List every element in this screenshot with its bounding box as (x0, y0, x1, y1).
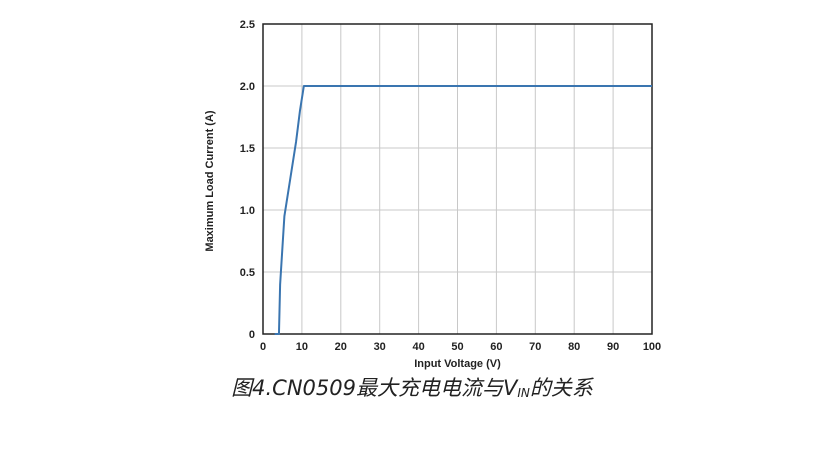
x-tick-label: 20 (335, 341, 347, 353)
x-tick-label: 60 (490, 341, 502, 353)
x-tick-labels: 0 10 20 30 40 50 60 70 80 90 100 (260, 341, 661, 353)
plot-frame (262, 23, 653, 335)
x-tick-label: 70 (529, 341, 541, 353)
y-tick-label: 1.5 (240, 143, 255, 155)
series-line (274, 85, 652, 335)
x-tick-label: 90 (607, 341, 619, 353)
chart: 0 10 20 30 40 50 60 70 80 90 100 00.51.01.52.02.5 … (204, 19, 661, 370)
caption-suffix: 的关系 (529, 376, 593, 400)
grid-lines (263, 24, 652, 334)
series-group (274, 85, 652, 335)
y-tick-label: 1.0 (240, 205, 255, 217)
figure-caption: 图4.CN0509最大充电电流与VIN的关系 (0, 372, 824, 402)
y-tick-label: 0.5 (240, 267, 255, 279)
y-tick-labels: 0 0.5 1.0 1.5 2.0 2.5 (240, 19, 255, 341)
caption-prefix: 图4.CN0509最大充电电流与V (231, 376, 518, 400)
y-axis-label: Maximum Load Current (A) (204, 110, 216, 252)
x-tick-label: 40 (412, 341, 424, 353)
y-tick-label: 0 (249, 329, 255, 341)
x-tick-label: 80 (568, 341, 580, 353)
x-tick-label: 50 (451, 341, 463, 353)
x-tick-label: 100 (643, 341, 661, 353)
caption-subscript: IN (517, 386, 530, 400)
y-tick-label: 2.0 (240, 81, 255, 93)
x-tick-label: 30 (374, 341, 386, 353)
x-axis-label: Input Voltage (V) (414, 358, 501, 370)
y-tick-label: 2.5 (240, 19, 255, 31)
x-tick-label: 0 (260, 341, 266, 353)
x-tick-label: 10 (296, 341, 308, 353)
